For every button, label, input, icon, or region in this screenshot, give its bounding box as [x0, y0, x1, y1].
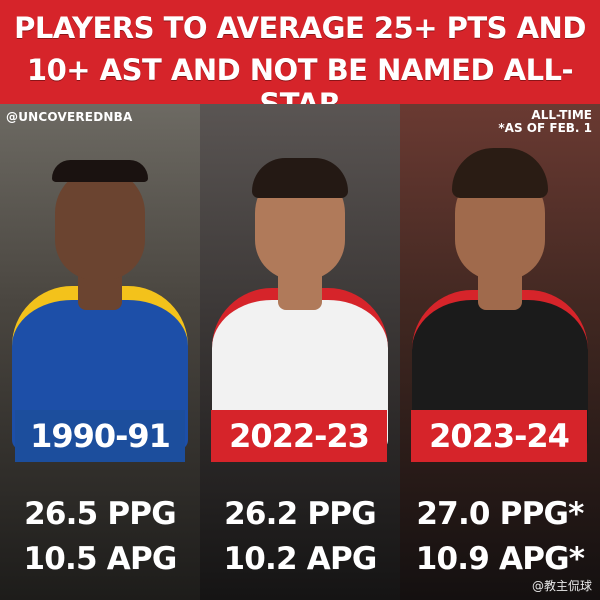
ppg-stat-3: 27.0 PPG*	[416, 496, 584, 532]
note-line-1: ALL-TIME	[531, 108, 592, 122]
apg-stat-2: 10.2 APG	[223, 541, 377, 577]
all-time-note: ALL-TIME *AS OF FEB. 1	[498, 109, 592, 135]
title-banner: PLAYERS TO AVERAGE 25+ PTS AND 10+ AST A…	[0, 0, 600, 121]
season-badge-3: 2023-24	[411, 410, 587, 462]
player-photo-1	[0, 104, 200, 600]
player-photo-3	[400, 104, 600, 600]
apg-stat-1: 10.5 APG	[23, 541, 177, 577]
title-line-1: PLAYERS TO AVERAGE 25+ PTS AND	[14, 11, 586, 45]
note-line-2: *AS OF FEB. 1	[498, 121, 592, 135]
ppg-stat-1: 26.5 PPG	[24, 496, 177, 532]
source-watermark: @教主侃球	[531, 579, 592, 593]
season-badge-2: 2022-23	[211, 410, 387, 462]
season-badge-1: 1990-91	[15, 410, 185, 462]
credit-handle: @UNCOVEREDNBA	[6, 110, 133, 124]
player-head-shape	[55, 168, 145, 280]
player-panels	[0, 104, 600, 600]
ppg-stat-2: 26.2 PPG	[224, 496, 377, 532]
apg-stat-3: 10.9 APG*	[415, 541, 585, 577]
